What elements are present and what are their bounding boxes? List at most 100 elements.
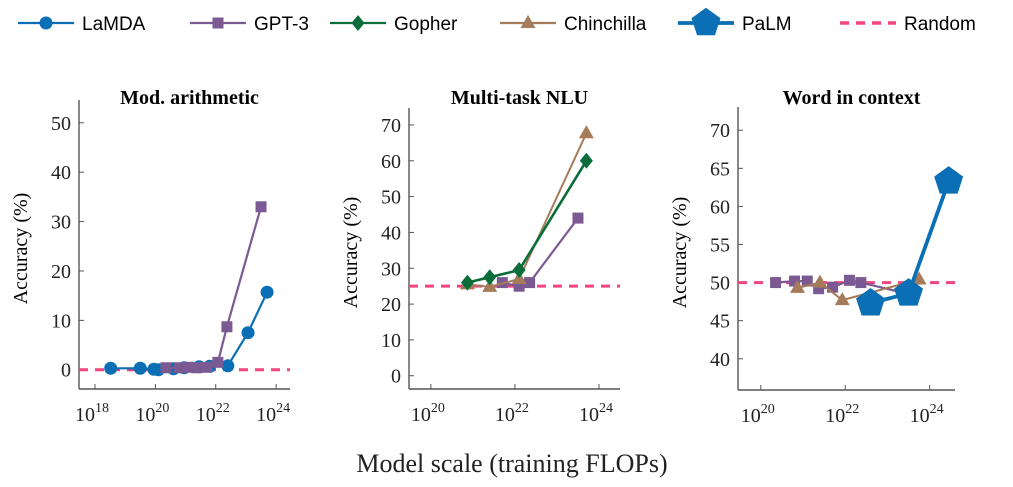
y-tick-label: 20: [51, 261, 71, 283]
series-line: [502, 217, 579, 288]
marker-square: [789, 275, 801, 287]
x-tick-exponent: 22: [845, 402, 859, 417]
x-tick-label: 1024: [579, 401, 613, 426]
marker-square: [212, 17, 224, 29]
x-tick-exponent: 24: [599, 401, 613, 416]
panel-word-in-context: Word in context Accuracy (%) 40 45 50 55 60 65 7…: [669, 87, 964, 427]
series-line: [467, 132, 588, 288]
y-axis-label: Accuracy (%): [340, 197, 362, 309]
marker-pentagon: [856, 288, 885, 316]
y-tick-label: 10: [381, 330, 401, 352]
marker-square: [572, 212, 584, 224]
x-tick-exponent: 22: [515, 401, 529, 416]
marker-circle: [221, 359, 235, 373]
y-tick-label: 10: [51, 310, 71, 332]
marker-square: [174, 362, 186, 374]
y-tick-label: 50: [710, 273, 730, 295]
series-chinchilla: [790, 271, 927, 306]
legend-label: Random: [904, 14, 976, 35]
x-tick-label: 1024: [910, 402, 944, 427]
y-tick-label: 45: [710, 311, 730, 333]
panel-title: Multi-task NLU: [451, 87, 588, 109]
marker-square: [201, 361, 213, 373]
x-tick-exponent: 24: [930, 402, 944, 417]
y-tick-label: 60: [710, 196, 730, 218]
y-tick-label: 50: [51, 113, 71, 135]
x-tick-exponent: 24: [276, 401, 290, 416]
marker-circle: [104, 361, 118, 375]
legend-label: GPT-3: [254, 14, 309, 35]
marker-square: [160, 362, 172, 374]
y-tick-label: 0: [391, 366, 401, 388]
y-tick-label: 40: [710, 349, 730, 371]
y-axis-label: Accuracy (%): [10, 193, 32, 305]
x-tick-label: 1020: [411, 401, 445, 426]
marker-triangle: [834, 292, 850, 306]
x-tick-label: 1022: [196, 401, 230, 426]
y-tick-label: 65: [710, 158, 730, 180]
y-tick-label: 70: [381, 115, 401, 137]
marker-circle: [39, 16, 53, 30]
series-line: [165, 206, 263, 369]
y-tick-label: 50: [381, 187, 401, 209]
x-tick-exponent: 20: [431, 401, 445, 416]
panel-title: Word in context: [783, 87, 921, 109]
marker-diamond: [512, 262, 526, 279]
marker-triangle: [578, 125, 594, 139]
marker-circle: [133, 361, 147, 375]
marker-square: [827, 281, 839, 293]
y-tick-label: 20: [381, 294, 401, 316]
panel-title: Mod. arithmetic: [120, 87, 259, 109]
legend-item-random: Random: [840, 14, 976, 35]
legend: LaMDA GPT-3 Gopher Chinchilla PaLM Random: [18, 7, 976, 36]
y-tick-label: 40: [381, 222, 401, 244]
marker-pentagon: [934, 166, 964, 194]
y-tick-label: 0: [61, 360, 71, 382]
marker-square: [183, 361, 195, 373]
legend-item-chinchilla: Chinchilla: [500, 14, 647, 35]
marker-diamond: [460, 274, 474, 291]
x-tick-label: 1022: [495, 401, 529, 426]
legend-item-lamda: LaMDA: [18, 14, 146, 35]
series-gpt-3: [160, 201, 267, 374]
marker-square: [813, 283, 825, 295]
x-tick-label: 1018: [75, 401, 109, 426]
marker-pentagon: [691, 7, 721, 36]
marker-triangle: [482, 278, 498, 292]
series-gopher: [460, 152, 593, 291]
marker-square: [221, 321, 233, 333]
series-chinchilla: [459, 125, 594, 292]
legend-item-palm: PaLM: [678, 7, 792, 36]
panel-mod-arithmetic: Mod. arithmetic Accuracy (%) 0 10 20 30 40 50 10…: [10, 87, 290, 426]
legend-item-gpt-3: GPT-3: [190, 14, 309, 35]
x-tick-exponent: 22: [216, 401, 230, 416]
x-tick-label: 1024: [256, 401, 290, 426]
marker-square: [801, 275, 813, 287]
marker-square: [770, 277, 782, 289]
legend-label: LaMDA: [82, 14, 146, 35]
marker-square: [524, 277, 536, 289]
y-tick-label: 30: [381, 258, 401, 280]
legend-label: Chinchilla: [564, 14, 647, 35]
legend-label: PaLM: [742, 14, 792, 35]
legend-item-gopher: Gopher: [330, 14, 458, 35]
y-tick-label: 30: [51, 212, 71, 234]
x-axis-label: Model scale (training FLOPs): [356, 449, 667, 478]
y-tick-label: 60: [381, 151, 401, 173]
series-line: [797, 278, 920, 302]
marker-circle: [241, 326, 255, 340]
y-tick-label: 55: [710, 235, 730, 257]
series-line: [467, 160, 588, 284]
marker-triangle: [790, 279, 806, 293]
marker-triangle: [520, 15, 536, 28]
legend-label: Gopher: [394, 14, 458, 35]
marker-square: [255, 201, 267, 213]
y-axis-label: Accuracy (%): [669, 197, 691, 309]
marker-triangle: [911, 271, 927, 285]
marker-pentagon: [894, 278, 923, 306]
x-tick-exponent: 20: [155, 401, 169, 416]
y-tick-label: 40: [51, 162, 71, 184]
marker-circle: [260, 285, 274, 299]
